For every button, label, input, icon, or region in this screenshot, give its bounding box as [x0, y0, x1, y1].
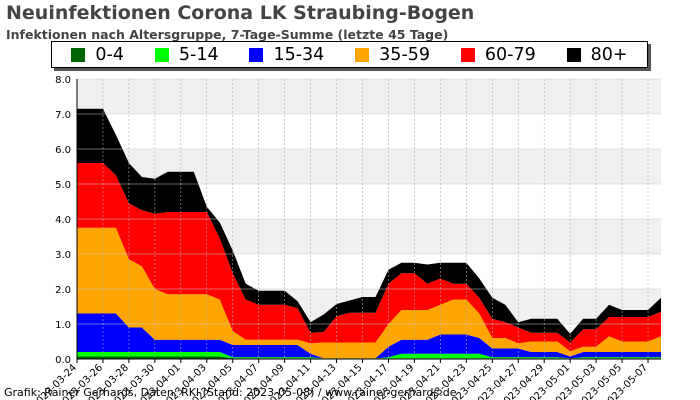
area-series-15-34 [77, 313, 661, 359]
legend-label-60-79: 60-79 [484, 44, 536, 65]
y-tick-label: 6.0 [55, 145, 71, 156]
area-series-35-59 [77, 227, 661, 359]
legend-item-5-14: 5-14 [154, 44, 219, 65]
legend-item-0-4: 0-4 [71, 45, 124, 65]
y-tick-label: 8.0 [55, 75, 71, 86]
legend-swatch-35-59 [355, 47, 370, 62]
legend-item-80-plus: 80+ [566, 44, 628, 65]
y-tick-label: 0.0 [55, 355, 71, 366]
y-tick-label: 3.0 [55, 250, 71, 261]
chart-legend: 0-4 5-14 15-34 35-59 60-79 80+ [51, 41, 648, 68]
y-tick-label: 2.0 [55, 285, 71, 296]
legend-item-15-34: 15-34 [249, 45, 324, 65]
legend-label-5-14: 5-14 [178, 44, 219, 65]
legend-item-35-59: 35-59 [355, 45, 430, 65]
area-series-80-plus [77, 108, 661, 343]
chart-subtitle: Infektionen nach Altersgruppe, 7-Tage-Su… [6, 27, 449, 42]
grid-band [77, 79, 661, 114]
legend-swatch-60-79 [460, 47, 475, 62]
legend-label-0-4: 0-4 [95, 44, 125, 65]
legend-label-15-34: 15-34 [273, 44, 325, 65]
y-tick-label: 1.0 [55, 320, 71, 331]
legend-swatch-15-34 [249, 47, 264, 62]
legend-swatch-80-plus [566, 47, 581, 62]
legend-label-80-plus: 80+ [590, 44, 628, 65]
chart-title: Neuinfektionen Corona LK Straubing-Bogen [6, 2, 475, 24]
legend-swatch-5-14 [154, 47, 169, 62]
area-series-0-4 [77, 356, 661, 359]
area-series-5-14 [77, 352, 661, 359]
y-tick-label: 5.0 [55, 180, 71, 191]
area-series-60-79 [77, 163, 661, 352]
grid-band [77, 114, 661, 149]
y-tick-label: 4.0 [55, 215, 71, 226]
legend-swatch-0-4 [71, 47, 86, 62]
data-credit: Grafik: Rainer Gerhards, Daten: RKI (Sta… [4, 386, 457, 399]
y-tick-label: 7.0 [55, 110, 71, 121]
legend-item-60-79: 60-79 [460, 44, 536, 65]
legend-label-35-59: 35-59 [379, 44, 431, 65]
